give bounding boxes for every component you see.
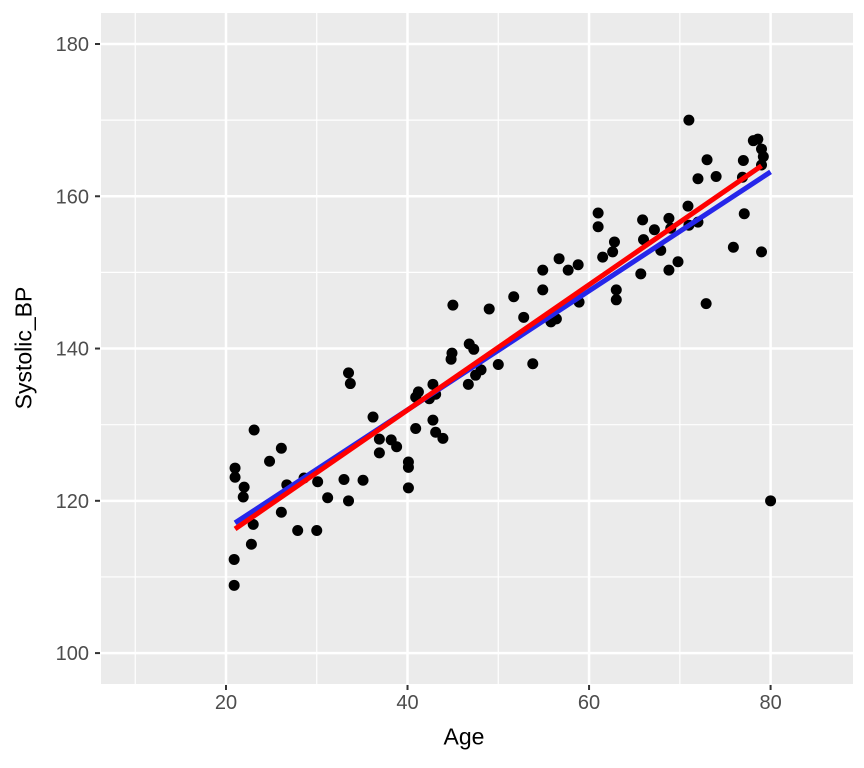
data-point — [683, 114, 695, 126]
data-point — [445, 353, 457, 365]
data-point — [264, 455, 276, 467]
data-point — [248, 424, 260, 436]
data-point — [343, 367, 355, 379]
data-point — [338, 473, 350, 485]
data-point — [228, 553, 240, 565]
data-point — [292, 525, 304, 537]
data-point — [275, 506, 287, 518]
data-point — [608, 236, 620, 248]
data-point — [637, 214, 649, 226]
data-point — [508, 291, 520, 303]
data-point — [518, 311, 530, 323]
data-point — [765, 495, 777, 507]
data-point — [710, 170, 722, 182]
data-point — [752, 133, 764, 145]
data-point — [238, 481, 250, 493]
data-point — [430, 426, 442, 438]
x-axis-title: Age — [443, 723, 485, 750]
data-point — [312, 476, 324, 488]
x-tick-label: 20 — [215, 692, 237, 714]
x-tick-label: 80 — [759, 692, 781, 714]
data-point — [537, 284, 549, 296]
y-tick-label: 100 — [56, 643, 89, 665]
data-point — [607, 246, 619, 258]
data-point — [245, 538, 257, 550]
data-point — [470, 369, 482, 381]
y-tick-label: 120 — [56, 491, 89, 513]
data-point — [562, 264, 574, 276]
data-point — [427, 414, 439, 426]
data-point — [229, 471, 241, 483]
data-point — [663, 212, 675, 224]
data-point — [437, 432, 449, 444]
data-point — [373, 447, 385, 459]
data-point — [682, 200, 694, 212]
data-point — [402, 461, 414, 473]
data-point — [648, 224, 660, 236]
data-point — [592, 207, 604, 219]
data-point — [228, 579, 240, 591]
y-tick-label: 180 — [56, 34, 89, 56]
data-point — [344, 378, 356, 390]
data-point — [373, 433, 385, 445]
data-point — [597, 251, 609, 263]
data-point — [311, 525, 323, 537]
data-point — [391, 441, 403, 453]
data-point — [727, 241, 739, 253]
data-point — [700, 298, 712, 310]
data-point — [663, 264, 675, 276]
data-point — [427, 378, 439, 390]
data-point — [492, 359, 504, 371]
data-point — [322, 492, 334, 504]
data-point — [635, 268, 647, 280]
data-point — [527, 358, 539, 370]
data-point — [537, 264, 549, 276]
data-point — [757, 151, 769, 163]
data-point — [468, 343, 480, 355]
data-point — [343, 495, 355, 507]
data-point — [672, 256, 684, 268]
data-point — [592, 221, 604, 233]
data-point — [738, 208, 750, 220]
data-point — [737, 154, 749, 166]
data-point — [237, 491, 249, 503]
data-point — [610, 284, 622, 296]
data-point — [247, 518, 259, 530]
x-tick-label: 40 — [396, 692, 418, 714]
data-point — [402, 482, 414, 494]
trend-line-smooth-fit — [233, 163, 763, 532]
data-point — [357, 474, 369, 486]
data-point — [410, 422, 422, 434]
y-tick-label: 140 — [56, 339, 89, 361]
data-point — [229, 462, 241, 474]
data-point — [701, 154, 713, 166]
data-point — [367, 411, 379, 423]
y-tick-label: 160 — [56, 186, 89, 208]
data-point — [692, 173, 704, 185]
data-point — [275, 442, 287, 454]
data-point — [572, 259, 584, 271]
x-tick-label: 60 — [578, 692, 600, 714]
data-point — [447, 299, 459, 311]
y-axis-title: Systolic_BP — [10, 286, 37, 410]
data-point — [756, 246, 768, 258]
data-point — [610, 294, 622, 306]
data-point — [462, 378, 474, 390]
data-point — [553, 253, 565, 265]
data-point — [483, 303, 495, 315]
